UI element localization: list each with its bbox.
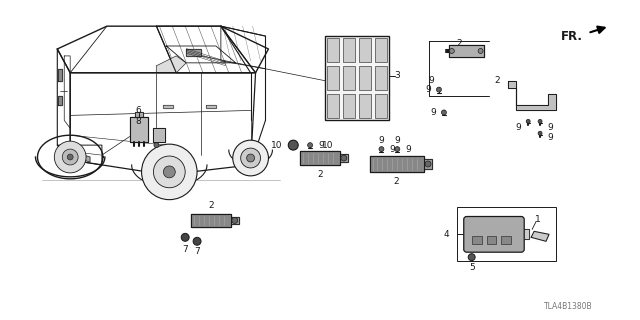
Polygon shape [206, 106, 216, 108]
Bar [327, 66, 339, 90]
Text: 9: 9 [547, 133, 553, 142]
Circle shape [308, 143, 312, 148]
Polygon shape [231, 217, 239, 224]
Polygon shape [58, 96, 62, 106]
Circle shape [288, 140, 298, 150]
Bar [327, 38, 339, 62]
Text: 2: 2 [317, 170, 323, 180]
Text: 9: 9 [430, 108, 436, 117]
Bar [327, 94, 339, 118]
Bar [359, 38, 371, 62]
Circle shape [538, 131, 542, 135]
Text: 9: 9 [428, 76, 434, 85]
Bar [375, 38, 387, 62]
Polygon shape [521, 229, 529, 239]
Text: 2: 2 [495, 76, 500, 85]
Circle shape [154, 143, 159, 148]
FancyBboxPatch shape [464, 217, 524, 252]
Text: 4: 4 [444, 230, 449, 239]
Text: 9: 9 [515, 123, 521, 132]
Polygon shape [508, 81, 556, 110]
Circle shape [538, 119, 542, 123]
Bar [359, 66, 371, 90]
Text: 9: 9 [394, 136, 400, 145]
Circle shape [246, 154, 255, 162]
Bar [375, 66, 387, 90]
Circle shape [395, 147, 400, 152]
Text: 9: 9 [405, 145, 411, 154]
Circle shape [478, 48, 483, 53]
Polygon shape [163, 106, 173, 108]
Bar [472, 236, 481, 244]
Bar [375, 94, 387, 118]
Circle shape [193, 237, 201, 245]
Circle shape [154, 156, 185, 188]
Polygon shape [186, 49, 201, 56]
Bar [359, 94, 371, 118]
Circle shape [449, 48, 454, 53]
Polygon shape [449, 45, 484, 57]
Polygon shape [74, 152, 90, 162]
Text: 9: 9 [389, 145, 395, 154]
Text: 2: 2 [394, 177, 399, 186]
Text: 10: 10 [322, 140, 333, 150]
Circle shape [163, 166, 175, 178]
Polygon shape [424, 159, 432, 169]
Bar [325, 36, 389, 120]
Bar [343, 94, 355, 118]
Text: FR.: FR. [561, 29, 582, 43]
Bar [457, 207, 556, 261]
Polygon shape [369, 156, 424, 172]
Circle shape [181, 233, 189, 241]
Text: 9: 9 [318, 140, 324, 150]
Circle shape [468, 254, 475, 260]
Polygon shape [154, 128, 165, 142]
Circle shape [54, 141, 86, 173]
Circle shape [425, 161, 431, 167]
Circle shape [233, 140, 268, 176]
Text: 7: 7 [194, 247, 200, 256]
Circle shape [526, 119, 530, 123]
Circle shape [241, 148, 260, 168]
Text: 6: 6 [136, 106, 141, 115]
Bar [486, 236, 497, 244]
Circle shape [379, 147, 384, 152]
Polygon shape [531, 231, 549, 241]
Bar [343, 38, 355, 62]
Bar [501, 236, 511, 244]
Text: 9: 9 [425, 85, 431, 94]
Text: 7: 7 [182, 245, 188, 254]
Text: 3: 3 [394, 71, 400, 80]
Polygon shape [300, 151, 340, 165]
Polygon shape [156, 56, 186, 73]
Text: 9: 9 [547, 123, 553, 132]
Polygon shape [130, 117, 147, 142]
Polygon shape [58, 69, 62, 81]
Bar [343, 66, 355, 90]
Text: 2: 2 [208, 201, 214, 210]
Circle shape [141, 144, 197, 200]
Text: 9: 9 [379, 136, 385, 145]
Polygon shape [134, 112, 143, 117]
Polygon shape [191, 213, 231, 228]
Text: 10: 10 [271, 140, 282, 150]
Circle shape [341, 155, 347, 161]
Circle shape [62, 149, 78, 165]
Text: 8: 8 [136, 117, 141, 126]
Text: 5: 5 [468, 263, 474, 272]
Text: 2: 2 [456, 38, 461, 48]
Circle shape [67, 154, 73, 160]
Text: 1: 1 [535, 215, 541, 224]
Text: TLA4B1380B: TLA4B1380B [543, 302, 592, 311]
Circle shape [232, 218, 237, 223]
Circle shape [442, 110, 446, 115]
Circle shape [436, 87, 442, 92]
Polygon shape [340, 154, 348, 162]
